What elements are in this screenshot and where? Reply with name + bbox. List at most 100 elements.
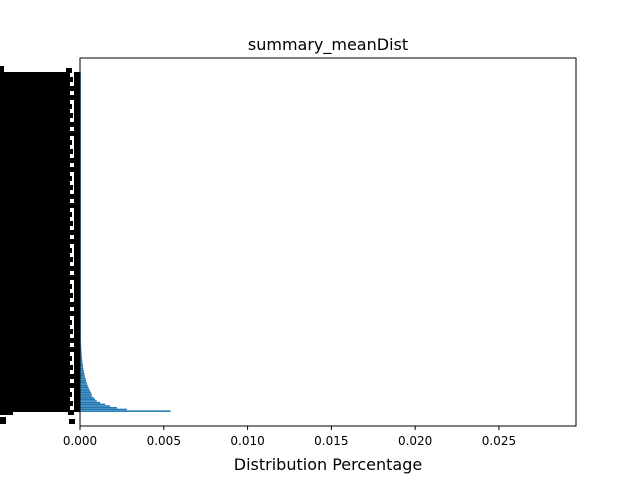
- x-tick-label: 0.005: [147, 434, 181, 448]
- bar: [80, 381, 87, 384]
- bar: [80, 350, 82, 353]
- y-tick-label-edge: [68, 230, 74, 235]
- y-tick-label-edge: [0, 255, 11, 262]
- y-tick-label-edge: [69, 311, 75, 316]
- y-tick-label-edge: [0, 237, 14, 244]
- y-tick-label-edge: [0, 201, 9, 208]
- bar: [80, 355, 82, 358]
- y-tick-label-edge: [67, 401, 73, 406]
- bar: [80, 347, 82, 350]
- bar: [80, 406, 117, 409]
- y-tick-label-edge: [0, 165, 4, 172]
- x-tick-label: 0.000: [63, 434, 97, 448]
- y-tick-label-edge: [67, 113, 73, 118]
- y-tick-label-edge: [0, 309, 13, 316]
- y-tick-label-edge: [68, 122, 74, 127]
- bar: [80, 384, 88, 387]
- y-tick-label-edge: [68, 374, 74, 379]
- y-tick-label-edge: [66, 176, 72, 181]
- y-tick-label-edge: [0, 336, 14, 343]
- bar: [80, 344, 82, 346]
- y-tick-label-edge: [0, 210, 13, 217]
- y-tick-label-edge: [66, 212, 72, 217]
- bar: [80, 389, 90, 392]
- bar: [80, 354, 82, 356]
- y-tick-label-edge: [69, 419, 75, 424]
- y-tick-label-edge: [69, 275, 75, 280]
- bar: [80, 361, 83, 363]
- y-tick-label-edge: [66, 104, 72, 109]
- y-tick-label-edge: [68, 266, 74, 271]
- y-tick-label-edge: [68, 410, 74, 415]
- y-tick-label-edge: [67, 185, 73, 190]
- bar: [80, 374, 85, 377]
- y-tick-label-edge: [0, 147, 7, 154]
- y-tick-label-edge: [0, 408, 13, 415]
- y-tick-label-edge: [0, 390, 5, 397]
- bar: [80, 352, 82, 355]
- bar: [80, 378, 86, 380]
- y-tick-label-edge: [0, 138, 14, 145]
- bar: [80, 388, 90, 390]
- y-tick-label-edge: [0, 228, 10, 235]
- y-tick-label-edge: [0, 174, 8, 181]
- bar: [80, 408, 127, 411]
- bar: [80, 359, 83, 361]
- bar: [80, 362, 83, 365]
- bar: [80, 379, 87, 382]
- y-tick-label-edge: [0, 381, 12, 388]
- y-tick-label-edge: [0, 363, 4, 370]
- y-tick-label-edge: [0, 372, 8, 379]
- y-tick-label-edge: [66, 356, 72, 361]
- y-tick-label-edge: [66, 140, 72, 145]
- y-tick-label-edge: [69, 383, 75, 388]
- y-tick-label-edge: [69, 95, 75, 100]
- plot-frame: [79, 57, 577, 427]
- bar: [80, 398, 96, 401]
- y-tick-label-edge: [0, 399, 9, 406]
- bar: [80, 403, 106, 406]
- y-tick-label-edge: [0, 183, 12, 190]
- x-tick-label: 0.025: [482, 434, 516, 448]
- bar: [80, 391, 91, 394]
- y-tick-label-edge: [0, 300, 9, 307]
- y-tick-label-edge: [66, 284, 72, 289]
- y-tick-label-edge: [0, 156, 11, 163]
- y-tick-label-edge: [0, 192, 5, 199]
- bar: [80, 396, 94, 399]
- y-tick-label-edge: [68, 86, 74, 91]
- y-tick-label-edge: [0, 102, 9, 109]
- y-tick-label-edge: [0, 129, 10, 136]
- y-tick-label-edge: [69, 239, 75, 244]
- y-tick-label-edge: [0, 84, 12, 91]
- y-tick-label-edge: [68, 338, 74, 343]
- bar: [80, 410, 171, 412]
- x-tick-label: 0.015: [314, 434, 348, 448]
- y-tick-label-edge: [66, 320, 72, 325]
- y-tick-label-edge: [67, 365, 73, 370]
- y-tick-label-edge: [0, 291, 5, 298]
- bar: [80, 400, 97, 402]
- bar: [80, 405, 111, 407]
- y-tick-label-mass: [0, 66, 80, 424]
- y-tick-label-edge: [68, 302, 74, 307]
- bar: [80, 393, 92, 395]
- y-tick-label-edge: [67, 221, 73, 226]
- y-tick-label-edge: [0, 417, 6, 424]
- y-tick-label-edge: [66, 392, 72, 397]
- x-axis-label: Distribution Percentage: [234, 455, 422, 474]
- y-tick-label-edge: [0, 282, 12, 289]
- y-tick-label-edge: [0, 318, 6, 325]
- bar: [80, 386, 89, 389]
- y-tick-label-edge: [0, 66, 4, 73]
- chart-title: summary_meanDist: [248, 35, 408, 55]
- y-tick-label-edge: [67, 149, 73, 154]
- y-tick-label-edge: [69, 203, 75, 208]
- bar: [80, 372, 85, 375]
- x-tick-label: 0.010: [230, 434, 264, 448]
- x-axis: 0.000 0.005 0.010 0.015 0.020 0.025: [63, 426, 516, 448]
- bar-series: [80, 72, 171, 412]
- y-tick-label-edge: [66, 248, 72, 253]
- y-tick-label-edge: [68, 158, 74, 163]
